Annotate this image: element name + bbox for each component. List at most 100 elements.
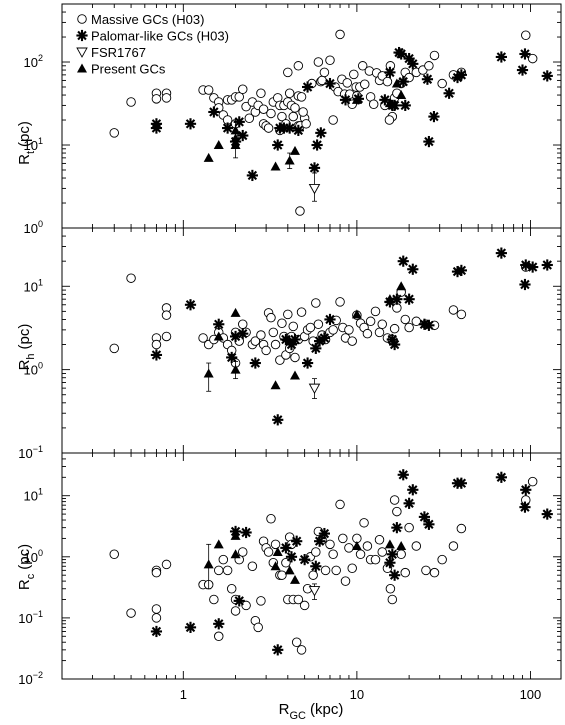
data-point: [429, 567, 440, 578]
data-point: [296, 645, 307, 655]
data-point: [301, 81, 314, 93]
data-point: [284, 122, 296, 134]
data-point: [455, 69, 467, 81]
data-point: [396, 90, 407, 100]
data-point: [256, 330, 266, 340]
y-tick-label: 100: [24, 361, 43, 378]
data-point: [423, 135, 435, 148]
data-point: [319, 67, 330, 78]
data-point: [396, 541, 407, 551]
data-point: [222, 565, 233, 576]
data-point: [289, 370, 300, 380]
y-tick-label-exponent: −1: [33, 609, 43, 619]
x-tick-label: 1: [180, 687, 187, 702]
data-point: [379, 94, 391, 106]
data-point: [395, 48, 407, 60]
data-point: [541, 70, 553, 82]
data-point: [209, 594, 219, 605]
data-point: [270, 380, 281, 390]
data-point: [266, 312, 276, 323]
data-point: [495, 471, 507, 483]
legend-label: Palomar-like GCs (H03): [91, 29, 229, 44]
data-point: [266, 513, 276, 524]
data-point: [340, 576, 351, 586]
data-point: [126, 608, 136, 618]
data-point: [230, 549, 241, 559]
data-point: [293, 594, 304, 605]
series-present: [203, 281, 407, 392]
data-point: [151, 94, 162, 104]
data-point: [256, 596, 266, 606]
data-point: [397, 255, 409, 267]
data-point: [396, 281, 407, 291]
series-massive: [109, 29, 538, 216]
y-tick-label: 102: [24, 53, 43, 70]
data-point: [315, 127, 327, 139]
data-point: [377, 547, 387, 557]
data-point: [389, 495, 400, 505]
y-axis-title-top: Rt(pc): [16, 121, 37, 165]
data-point: [313, 57, 324, 67]
data-point: [109, 343, 119, 354]
data-point: [270, 161, 281, 171]
legend-marker: [76, 47, 88, 58]
data-point: [311, 547, 321, 557]
y-tick-label: 100: [24, 548, 43, 565]
data-point: [328, 115, 338, 125]
data-point: [359, 518, 369, 528]
data-point: [289, 574, 300, 584]
data-point: [391, 293, 403, 305]
data-point: [344, 325, 354, 335]
data-point: [234, 92, 244, 102]
data-point: [203, 559, 214, 569]
data-point: [272, 546, 283, 556]
data-point: [384, 115, 395, 125]
data-point: [213, 140, 224, 150]
data-point: [516, 64, 529, 76]
x-ticks: [61, 228, 531, 453]
y-tick-label-exponent: −1: [33, 444, 43, 454]
data-point: [296, 307, 307, 317]
legend-label: Present GCs: [91, 62, 166, 77]
data-point: [318, 332, 331, 344]
y-tick-label: 10−1: [18, 609, 43, 626]
y-tick-label-base: 10: [24, 550, 38, 565]
data-point: [290, 103, 300, 113]
y-tick-label-exponent: −2: [33, 670, 43, 680]
data-point: [244, 113, 255, 124]
y-tick-label-exponent: 2: [38, 53, 43, 63]
data-point: [161, 93, 172, 103]
data-point: [293, 61, 304, 71]
y-ticks: [62, 452, 561, 680]
data-point: [275, 355, 285, 365]
data-point: [266, 108, 276, 119]
x-ticks: [61, 453, 531, 679]
data-point: [291, 637, 302, 647]
data-point: [184, 118, 197, 130]
data-point: [250, 336, 261, 346]
data-point: [351, 541, 362, 551]
y-tick-label-base: 10: [18, 611, 32, 626]
data-point: [237, 129, 249, 142]
data-point: [357, 61, 368, 71]
data-point: [126, 97, 136, 107]
data-point: [270, 339, 281, 350]
data-point: [151, 339, 162, 350]
data-point: [541, 508, 553, 520]
y-axis-title-bottom: Rc(pc): [16, 544, 37, 590]
data-point: [230, 606, 241, 616]
data-point: [284, 336, 295, 346]
data-point: [495, 247, 507, 259]
data-point: [389, 569, 401, 581]
data-point: [203, 85, 214, 95]
data-point: [272, 139, 284, 151]
data-point: [161, 331, 172, 342]
data-point: [184, 621, 197, 633]
data-point: [285, 551, 298, 563]
data-point: [308, 183, 321, 195]
data-point: [161, 559, 172, 570]
data-point: [391, 78, 402, 88]
y-tick-label-base: 10: [24, 55, 38, 70]
